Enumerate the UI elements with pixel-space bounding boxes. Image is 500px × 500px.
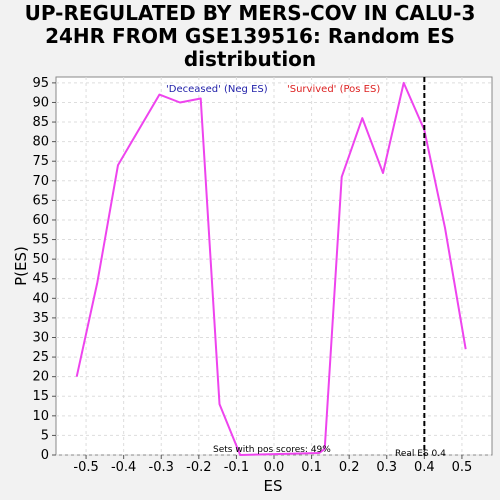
grid-lines bbox=[56, 77, 492, 456]
y-tick-label: 85 bbox=[32, 115, 49, 130]
x-axis: -0.5 -0.4 -0.3 -0.2 -0.1 0.0 0.1 0.2 0.3 0.4 0.5 bbox=[73, 455, 472, 475]
legend-entry-deceased: 'Deceased' (Neg ES) bbox=[166, 84, 268, 95]
legend-entry-survived: 'Survived' (Pos ES) bbox=[287, 84, 380, 95]
x-tick-label: 0.3 bbox=[376, 460, 397, 475]
y-tick-label: 35 bbox=[32, 311, 49, 326]
x-tick-label: 0.5 bbox=[452, 460, 473, 475]
y-axis-label: P(ES) bbox=[12, 246, 30, 286]
chart-title-line-3: distribution bbox=[183, 47, 317, 71]
real-es-label: Real ES 0.4 bbox=[395, 449, 446, 459]
y-tick-label: 75 bbox=[32, 154, 49, 169]
y-tick-label: 60 bbox=[32, 213, 49, 228]
y-tick-label: 0 bbox=[41, 448, 49, 463]
x-tick-label: 0.4 bbox=[414, 460, 435, 475]
y-tick-label: 65 bbox=[32, 193, 49, 208]
y-tick-label: 50 bbox=[32, 252, 49, 267]
series-layer bbox=[75, 81, 467, 456]
x-tick-label: 0.2 bbox=[339, 460, 360, 475]
x-tick-label: -0.2 bbox=[186, 460, 211, 475]
y-tick-label: 90 bbox=[32, 95, 49, 110]
y-tick-label: 15 bbox=[32, 389, 49, 404]
x-tick-label: -0.1 bbox=[224, 460, 249, 475]
pos-scores-annotation: Sets with pos scores: 49% bbox=[213, 445, 331, 455]
y-tick-label: 20 bbox=[32, 370, 49, 385]
y-tick-label: 45 bbox=[32, 272, 49, 287]
y-tick-label: 70 bbox=[32, 174, 49, 189]
y-tick-label: 10 bbox=[32, 409, 49, 424]
y-tick-label: 40 bbox=[32, 291, 49, 306]
chart-title-line-1: UP-REGULATED BY MERS-COV IN CALU-3 bbox=[24, 1, 476, 25]
y-tick-label: 55 bbox=[32, 233, 49, 248]
chart-title-line-2: 24HR FROM GSE139516: Random ES bbox=[45, 24, 455, 48]
y-tick-label: 30 bbox=[32, 330, 49, 345]
chart-title: UP-REGULATED BY MERS-COV IN CALU-3 24HR … bbox=[0, 2, 500, 71]
y-axis: 0 5 10 15 20 25 30 35 40 45 50 55 60 65 70 75 80 85 90 95 bbox=[32, 76, 56, 463]
x-tick-label: -0.3 bbox=[149, 460, 174, 475]
x-tick-label: 0.1 bbox=[301, 460, 322, 475]
x-tick-label: -0.5 bbox=[73, 460, 98, 475]
y-tick-label: 5 bbox=[41, 428, 49, 443]
x-tick-label: 0.0 bbox=[264, 460, 285, 475]
y-tick-label: 25 bbox=[32, 350, 49, 365]
x-axis-label: ES bbox=[264, 477, 283, 495]
y-tick-label: 95 bbox=[32, 76, 49, 91]
x-tick-label: -0.4 bbox=[111, 460, 136, 475]
y-tick-label: 80 bbox=[32, 135, 49, 150]
legend: 'Deceased' (Neg ES) 'Survived' (Pos ES) bbox=[166, 84, 380, 95]
series-line bbox=[75, 81, 467, 456]
